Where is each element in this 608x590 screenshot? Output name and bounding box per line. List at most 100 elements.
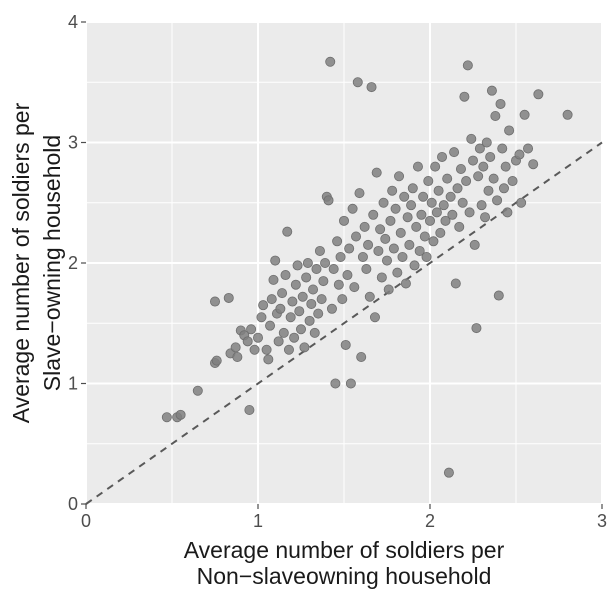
data-point (246, 324, 257, 335)
data-point (473, 171, 484, 182)
data-point (495, 98, 506, 109)
data-point (282, 226, 293, 237)
data-point (330, 378, 341, 389)
data-point (335, 251, 346, 262)
data-point (438, 200, 449, 211)
data-point (400, 278, 411, 289)
y-tick-label: 3 (68, 133, 78, 153)
data-point (323, 195, 334, 206)
data-point (533, 89, 544, 100)
data-point (392, 267, 403, 278)
y-axis-label-line-2: Slave−owning household (39, 135, 65, 391)
data-point (406, 200, 417, 211)
data-point (309, 327, 320, 338)
data-point (490, 110, 501, 121)
data-point (318, 276, 329, 287)
data-point (351, 231, 362, 242)
data-point (369, 312, 380, 323)
data-point (345, 378, 356, 389)
data-point (442, 173, 453, 184)
data-point (349, 282, 360, 293)
x-axis-label-line-1: Average number of soldiers per (184, 537, 505, 563)
data-point (443, 467, 454, 478)
data-point (294, 306, 305, 317)
data-point (469, 239, 480, 250)
data-point (492, 195, 503, 206)
data-point (562, 109, 573, 120)
y-tick-label: 4 (68, 12, 78, 32)
data-point (378, 197, 389, 208)
data-point (493, 290, 504, 301)
data-point (290, 279, 301, 290)
data-point (373, 245, 384, 256)
reference-line (85, 141, 603, 505)
data-point (519, 109, 530, 120)
data-point (273, 336, 284, 347)
data-point (376, 272, 387, 283)
data-point (277, 288, 288, 299)
data-point (230, 342, 241, 353)
data-point (292, 260, 303, 271)
data-point (445, 191, 456, 202)
data-point (352, 77, 363, 88)
data-point (390, 203, 401, 214)
x-tick-label: 2 (425, 511, 435, 531)
data-point (256, 312, 267, 323)
data-point (340, 339, 351, 350)
data-point (455, 164, 466, 175)
data-point (364, 291, 375, 302)
data-point (523, 143, 534, 154)
data-point (419, 231, 430, 242)
data-point (363, 239, 374, 250)
x-tick-label: 3 (597, 511, 607, 531)
data-point (424, 215, 435, 226)
data-point (399, 191, 410, 202)
data-point (368, 209, 379, 220)
data-point (447, 209, 458, 220)
x-tick-label: 0 (81, 511, 91, 531)
data-point (359, 221, 370, 232)
data-point (528, 159, 539, 170)
data-point (412, 161, 423, 172)
y-tick-label: 1 (68, 374, 78, 394)
data-point (209, 296, 220, 307)
data-point (375, 224, 386, 235)
data-point (328, 264, 339, 275)
data-point (426, 197, 437, 208)
data-point (332, 236, 343, 247)
data-point (306, 298, 317, 309)
data-point (383, 284, 394, 295)
data-point (404, 239, 415, 250)
data-point (268, 274, 279, 285)
data-point (308, 284, 319, 295)
data-point (270, 255, 281, 266)
data-point (175, 409, 186, 420)
data-point (302, 257, 313, 268)
data-point (311, 264, 322, 275)
data-point (261, 344, 272, 355)
data-point (242, 336, 253, 347)
data-point (289, 332, 300, 343)
data-point (338, 215, 349, 226)
data-point (258, 300, 269, 311)
data-point (314, 245, 325, 256)
data-point (244, 405, 255, 416)
data-point (418, 191, 429, 202)
data-point (416, 209, 427, 220)
data-point (480, 212, 491, 223)
data-point (333, 279, 344, 290)
data-point (326, 303, 337, 314)
data-point (394, 171, 405, 182)
data-point (211, 355, 222, 366)
data-point (476, 200, 487, 211)
data-point (457, 197, 468, 208)
x-axis-ticks: 0 1 2 3 (81, 504, 607, 531)
data-point (488, 173, 499, 184)
data-point (454, 221, 465, 232)
data-point (471, 323, 482, 334)
data-point (497, 143, 508, 154)
data-point (280, 270, 291, 281)
data-point (402, 212, 413, 223)
data-point (316, 294, 327, 305)
